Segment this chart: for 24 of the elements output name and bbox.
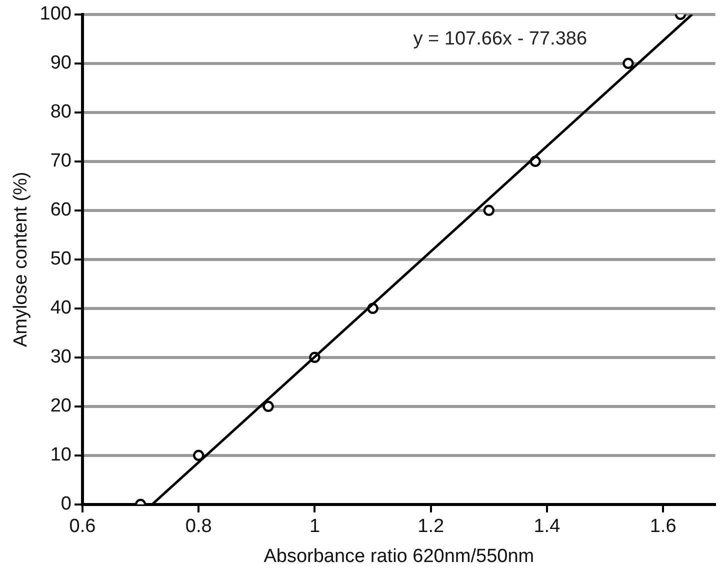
y-tick-label: 30 — [50, 346, 72, 368]
y-tick-label: 10 — [50, 444, 72, 466]
x-tick-label: 1.6 — [650, 516, 676, 538]
y-tick-label: 0 — [60, 494, 72, 515]
y-tick-label: 40 — [50, 298, 72, 319]
y-tick-label: 100 — [40, 4, 72, 25]
y-axis-title: Amylose content (%) — [10, 172, 32, 348]
x-tick-label: 1.4 — [534, 516, 561, 538]
point — [262, 400, 274, 412]
point — [622, 58, 634, 69]
x-tick-label: 1 — [309, 516, 320, 538]
y-tick-label: 60 — [50, 200, 72, 221]
annotation: y = 107.66x - 77.386 — [413, 28, 588, 50]
y-tick-label: 50 — [50, 248, 72, 270]
point — [483, 204, 494, 216]
x-tick-label: 1.2 — [418, 516, 444, 538]
y-tick-label: 80 — [50, 102, 72, 123]
y-tick-label: 70 — [50, 150, 72, 172]
y-tick-label: 20 — [50, 396, 72, 417]
x-axis-title: Absorbance ratio 620nm/550nm — [264, 546, 534, 567]
y-tick-label: 90 — [50, 52, 72, 74]
x-tick-label: 0.8 — [185, 516, 212, 538]
x-tick-label: 0.6 — [69, 516, 96, 538]
point — [193, 450, 204, 461]
